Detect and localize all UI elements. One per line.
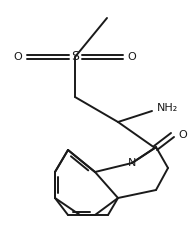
Text: O: O: [179, 130, 187, 140]
Text: S: S: [71, 50, 79, 64]
Text: O: O: [128, 52, 136, 62]
Text: N: N: [128, 158, 136, 168]
Text: NH₂: NH₂: [157, 103, 178, 113]
Text: O: O: [14, 52, 22, 62]
